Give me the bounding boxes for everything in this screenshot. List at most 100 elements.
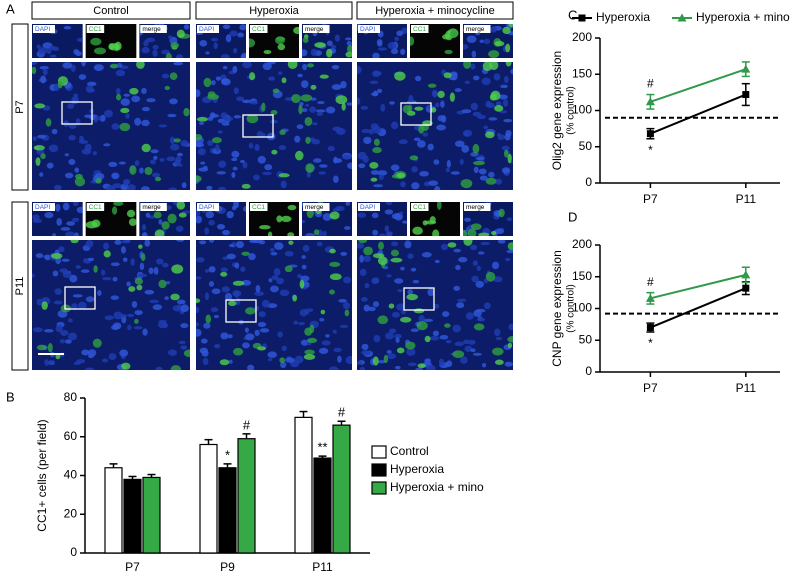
point [742,284,750,292]
nucleus [378,233,386,236]
inset-label-box [197,25,219,33]
nucleus [301,255,306,259]
nucleus [203,322,211,329]
cc1-cell [307,63,315,68]
nucleus [62,202,70,211]
nucleus [364,282,370,289]
nucleus [134,160,140,166]
nucleus [464,345,473,352]
nucleus [256,131,264,138]
inset-label-box [358,25,380,33]
cc1-cell [271,149,278,155]
nucleus [233,87,239,95]
nucleus [330,44,337,49]
cc1-cell [241,251,250,256]
cells [196,240,352,370]
nucleus [254,329,260,336]
y-tick-label: 200 [572,237,592,251]
nucleus [436,124,447,131]
nucleus [207,140,214,146]
cc1-cell [103,250,111,258]
nucleus [68,158,76,166]
nucleus [232,47,238,54]
nucleus [42,68,48,76]
cc1-cell [169,72,178,80]
nucleus [74,167,80,173]
nucleus [227,334,233,339]
nucleus [146,98,156,103]
cc1-cell [287,232,295,236]
nucleus [228,359,233,364]
cc1-cell [144,166,153,176]
nucleus [357,242,365,249]
nucleus [319,317,325,322]
panel-label: D [568,209,577,224]
nucleus [360,105,369,110]
nucleus [325,106,336,114]
cc1-cell [467,228,477,236]
inset-label: CC1 [413,204,426,211]
nucleus [175,156,182,163]
nucleus [308,308,314,312]
column-header: Hyperoxia + minocycline [375,5,495,17]
inset-label: DAPI [199,26,214,33]
micrograph [410,24,460,58]
nucleus [327,146,335,152]
nucleus [445,339,452,344]
nucleus [397,289,403,293]
cc1-cell [504,149,509,158]
y-tick-label: 20 [64,506,78,520]
nucleus [346,102,352,106]
nucleus [408,94,414,103]
column-header-box [356,1,514,20]
nucleus [43,328,54,333]
nucleus [257,322,267,328]
nucleus [180,323,189,329]
nucleus [99,114,106,122]
inset-label: CC1 [413,26,426,33]
nucleus [228,243,235,248]
cells [357,240,513,370]
nucleus [419,170,429,177]
nucleus [240,266,246,272]
cc1-cell [176,29,185,38]
cc1-cell [388,303,395,309]
cc1-cell [141,253,146,262]
nucleus [196,306,200,314]
nucleus [48,144,59,153]
cc1-cell [390,257,403,263]
cc1-cell [463,240,473,246]
nucleus [440,100,445,108]
nucleus [389,101,395,105]
nucleus [300,80,309,89]
nucleus [39,172,44,177]
nucleus [268,278,273,283]
nucleus [49,54,57,58]
cc1-cell [303,354,316,360]
nucleus [386,349,392,354]
nucleus [280,180,287,189]
nucleus [385,202,393,206]
nucleus [470,348,476,353]
nucleus [141,46,150,54]
nucleus [148,267,154,275]
nucleus [464,80,471,85]
nucleus [141,87,147,95]
nucleus [141,186,150,190]
nucleus [208,266,216,273]
y-tick-label: 50 [579,332,593,346]
cc1-cell [427,83,437,88]
cc1-cell [34,103,46,109]
nucleus [316,112,324,116]
nucleus [473,75,480,81]
bar [313,457,332,554]
nucleus [322,230,327,236]
nucleus [54,288,62,295]
nucleus [357,65,362,74]
nucleus [56,218,62,226]
nucleus [36,298,43,306]
nucleus [159,158,165,162]
nucleus [410,267,417,272]
nucleus [363,255,371,262]
nucleus [142,232,148,236]
